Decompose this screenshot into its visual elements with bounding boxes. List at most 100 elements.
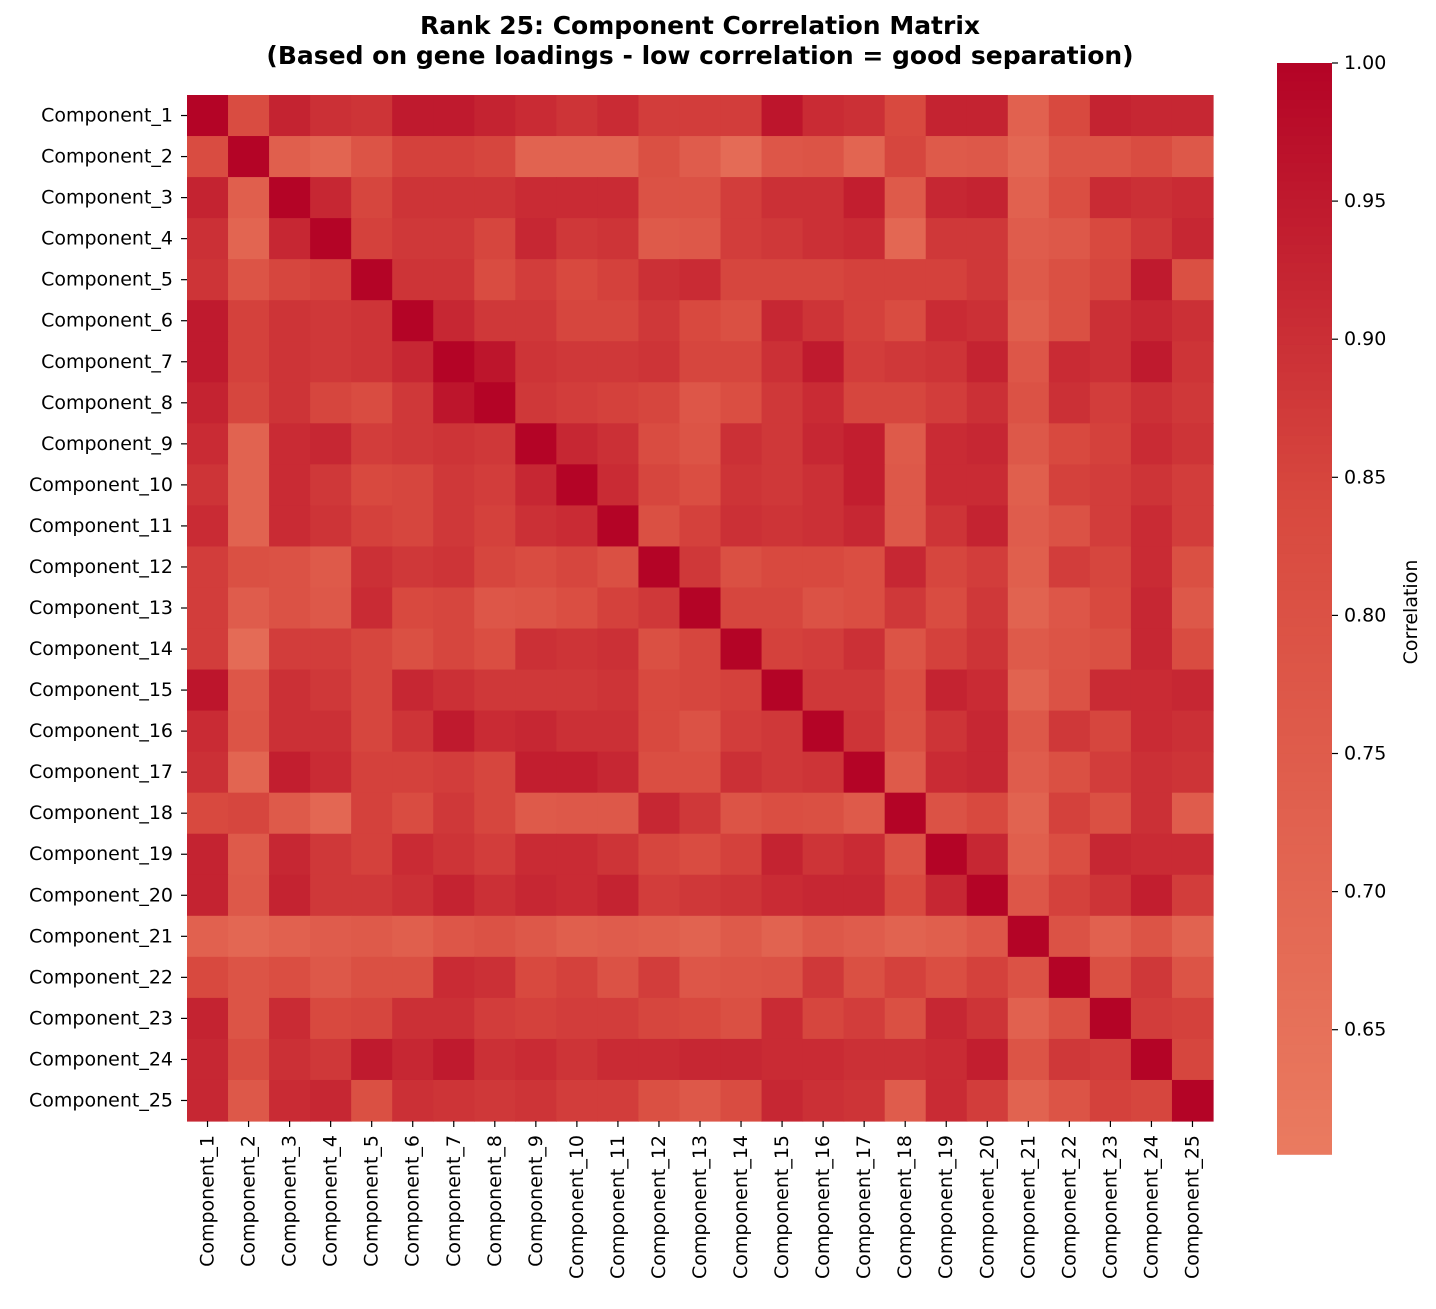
heatmap-cell [802,1038,845,1081]
heatmap-cell [1171,259,1214,301]
heatmap-cell [1007,1038,1050,1081]
heatmap-cell [597,505,640,548]
heatmap-cell [597,710,640,753]
row-tick-label: Component_8 [41,392,173,414]
column-tick-label: Component_17 [853,1135,875,1279]
colorbar-segment [1277,863,1332,873]
heatmap-cell [884,464,927,506]
heatmap-cell [187,956,229,999]
heatmap-cell [597,546,640,589]
heatmap-cell [269,218,311,260]
heatmap-cell [351,874,393,917]
column-tick-label: Component_2 [238,1135,260,1267]
heatmap-cell [351,259,393,301]
heatmap-cell [638,628,681,671]
heatmap-cell [1130,997,1173,1040]
heatmap-cell [1089,464,1132,506]
heatmap-cell [720,136,763,178]
heatmap-cell [925,792,968,835]
heatmap-cell [269,874,311,917]
row-tick-label: Component_23 [29,1007,173,1029]
colorbar-segment [1277,381,1332,392]
heatmap-cell [556,341,598,383]
heatmap-cell [515,423,557,465]
heatmap-cell [802,587,845,630]
heatmap-cell [351,997,393,1040]
colorbar-segment [1277,890,1332,901]
heatmap-cell [1048,587,1091,630]
heatmap-cell [679,464,722,506]
heatmap-cell [310,546,352,589]
heatmap-cell [310,710,352,753]
heatmap-cell [597,259,640,301]
colorbar-segment [1277,844,1332,855]
column-tick-label: Component_8 [484,1135,506,1267]
heatmap-cell [515,833,557,876]
heatmap-cell [966,956,1009,999]
heatmap-cell [351,710,393,753]
heatmap-cell [597,915,640,958]
heatmap-cell [1048,874,1091,917]
heatmap-cell [1089,874,1132,917]
heatmap-cell [1048,628,1091,671]
row-tick-label: Component_4 [41,228,173,250]
colorbar-segment [1277,990,1332,1001]
heatmap-cell [925,1038,968,1081]
heatmap-cell [884,669,927,712]
heatmap-cell [597,751,640,794]
heatmap-cell [392,505,434,548]
heatmap-cell [556,628,598,671]
heatmap-cell [1048,546,1091,589]
colorbar-segment [1277,135,1332,146]
heatmap-cell [1171,177,1214,219]
row-tick-label: Component_13 [29,597,173,619]
heatmap-cell [351,1079,393,1122]
heatmap-cell [187,177,229,219]
heatmap-cell [1130,95,1173,137]
heatmap-cell [1130,956,1173,999]
colorbar-segment [1277,272,1332,282]
colorbar-segment [1277,808,1332,819]
heatmap-cell [1007,833,1050,876]
heatmap-cell [761,259,804,301]
heatmap-cell [966,915,1009,958]
heatmap-cell [966,423,1009,465]
heatmap-cell [966,1079,1009,1122]
heatmap-cell [1089,587,1132,630]
heatmap-cell [802,751,845,794]
heatmap-cell [638,136,681,178]
heatmap-cell [966,95,1009,137]
heatmap-cell [269,177,311,219]
heatmap-cell [392,259,434,301]
heatmap-cell [1089,218,1132,260]
heatmap-cell [556,1079,598,1122]
heatmap-cell [433,300,475,342]
heatmap-cell [556,259,598,301]
heatmap-cell [433,341,475,383]
heatmap-cell [802,1079,845,1122]
heatmap-cell [761,587,804,630]
colorbar-segment [1277,708,1332,719]
colorbar-segment [1277,326,1332,337]
heatmap-cell [843,423,886,465]
colorbar-segment [1277,1017,1332,1028]
heatmap-cell [925,833,968,876]
heatmap-cell [433,218,475,260]
heatmap-cell [1007,177,1050,219]
colorbar-segment [1277,817,1332,828]
heatmap-cell [187,95,229,137]
heatmap-cell [1007,218,1050,260]
colorbar-segment [1277,117,1332,128]
colorbar-segment [1277,535,1332,546]
column-tick-label: Component_23 [1099,1135,1121,1279]
heatmap-cell [392,628,434,671]
heatmap-cell [556,710,598,753]
heatmap-cell [556,546,598,589]
heatmap-cell [925,751,968,794]
heatmap-cell [1007,792,1050,835]
heatmap-cell [433,95,475,137]
heatmap-cell [597,587,640,630]
heatmap-cell [925,136,968,178]
heatmap-cell [1048,915,1091,958]
heatmap-cell [1089,546,1132,589]
